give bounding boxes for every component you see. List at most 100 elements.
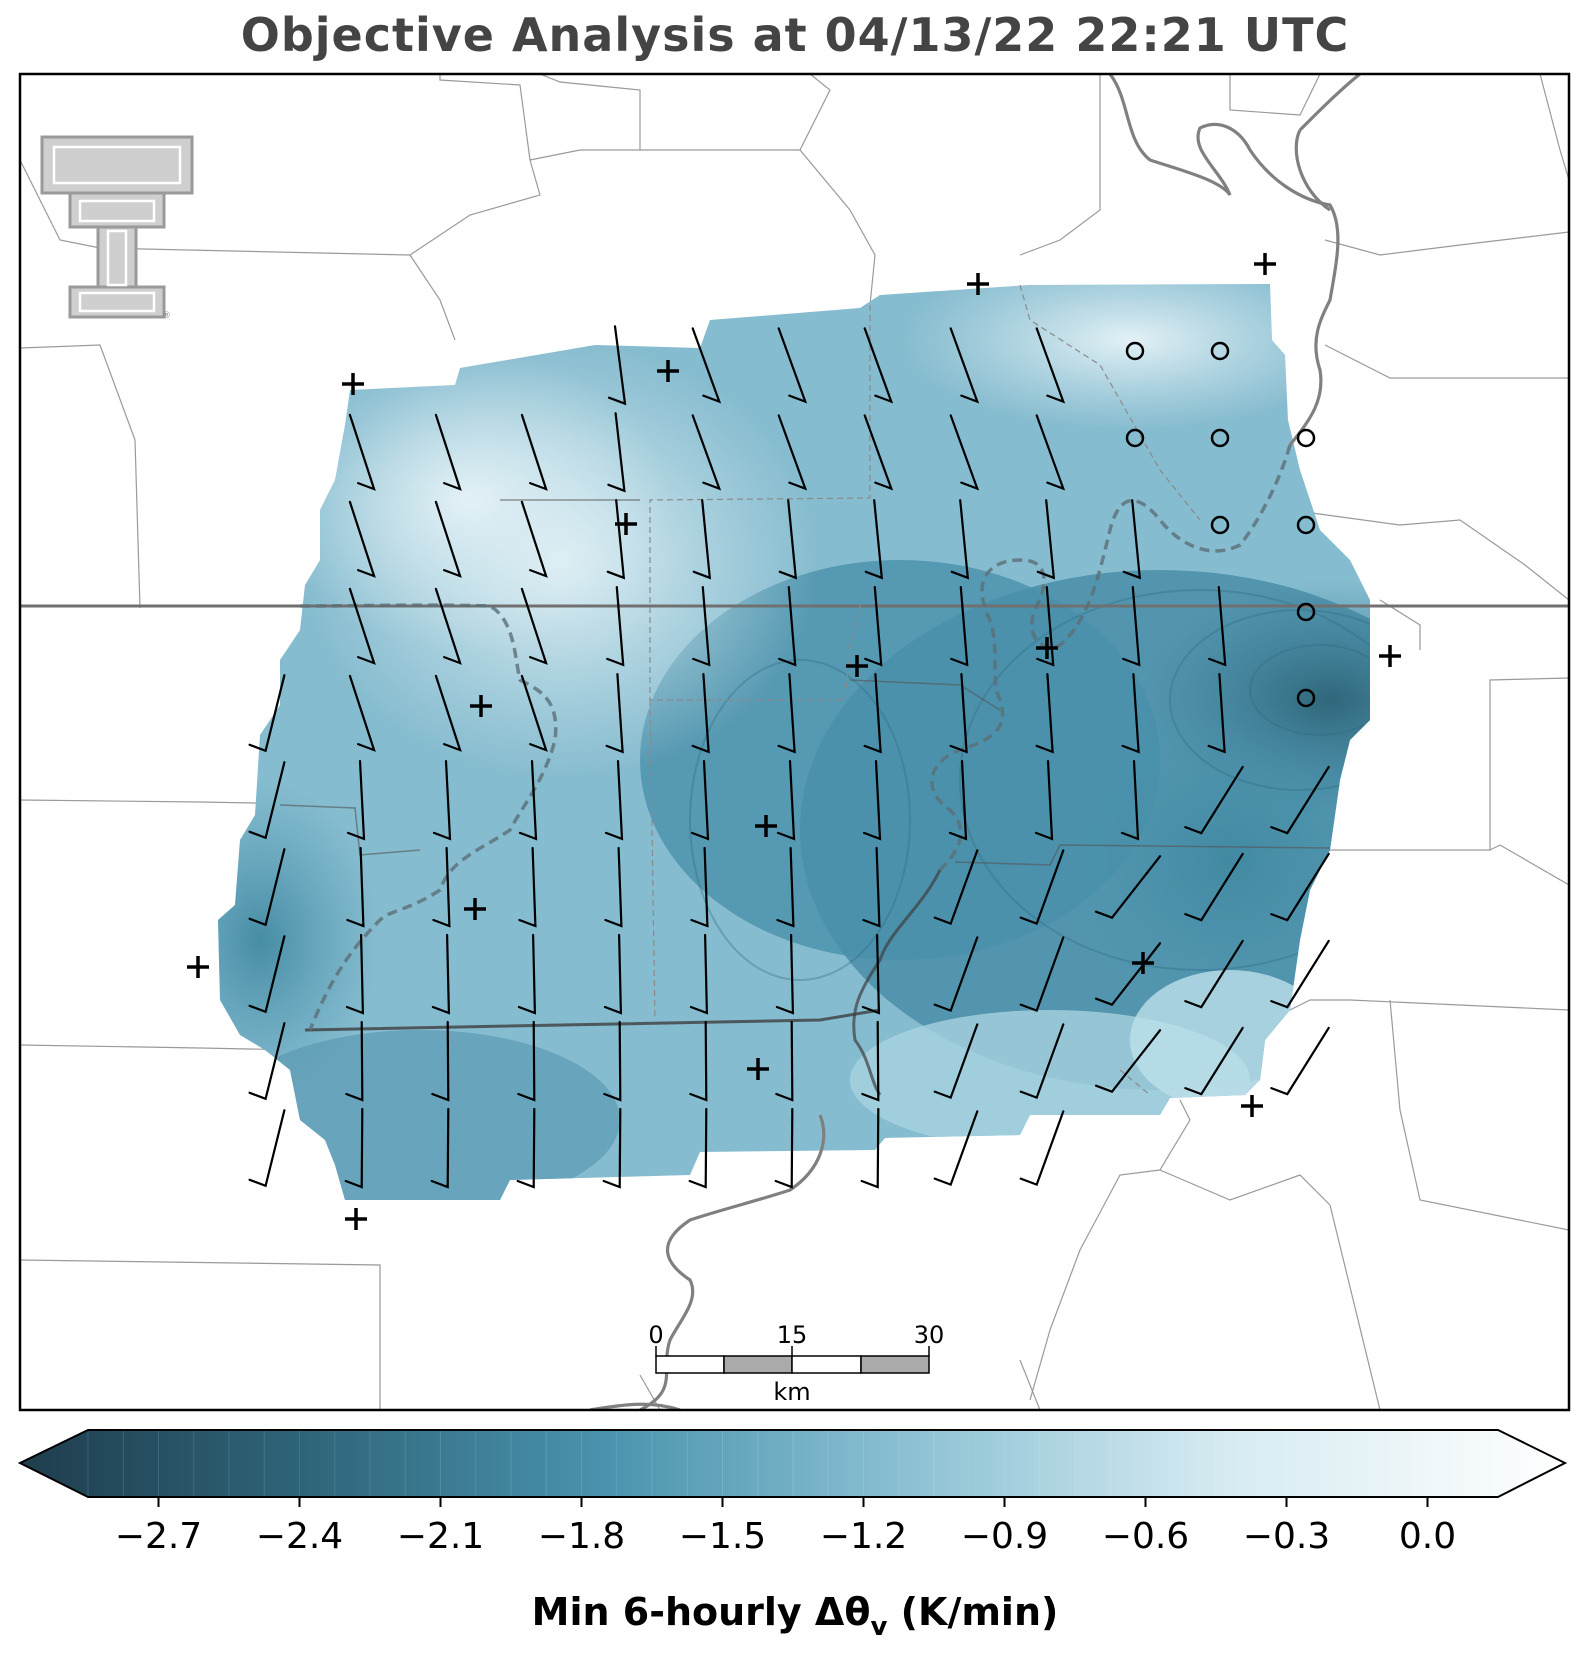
county-boundaries: [20, 74, 1569, 1410]
wind-barb: [1094, 855, 1162, 920]
wind-barb: [602, 1107, 622, 1189]
colorbar-tick-label: −2.7: [115, 1516, 202, 1557]
station-plus-marker: [615, 513, 637, 535]
wind-barb: [1270, 939, 1330, 1009]
wind-barb: [1122, 586, 1141, 667]
wind-barb: [1120, 760, 1140, 841]
calm-wind-circle: [1296, 428, 1316, 448]
calm-wind-circle: [1296, 515, 1316, 535]
wind-barb: [603, 933, 623, 1015]
wind-barb: [692, 499, 712, 580]
calm-wind-circle: [1210, 341, 1230, 361]
wind-barb: [1035, 327, 1066, 404]
calm-wind-circle: [1296, 602, 1316, 622]
wind-barb: [607, 325, 627, 406]
wind-barb: [606, 499, 626, 580]
wind-barb: [431, 933, 451, 1015]
wind-barb: [861, 1020, 880, 1102]
scale-unit: km: [773, 1378, 810, 1406]
wind-barb: [1036, 586, 1055, 667]
wind-barb: [778, 586, 797, 667]
wind-barb: [690, 760, 710, 841]
wind-barb: [607, 412, 626, 493]
wind-barb: [348, 587, 376, 665]
wind-barb: [864, 499, 884, 580]
wind-barb: [1208, 586, 1227, 667]
wind-barb: [606, 586, 625, 667]
wind-barb: [604, 760, 624, 841]
analysis-field: [218, 284, 1370, 1200]
calm-wind-circle: [1125, 341, 1145, 361]
wind-barb: [517, 1020, 536, 1102]
wind-barb: [776, 760, 796, 841]
wind-barb: [604, 846, 623, 928]
wind-barb: [345, 933, 365, 1015]
colorbar-tick-label: −2.4: [256, 1516, 343, 1557]
scale-label-30: 30: [914, 1321, 945, 1349]
wind-barb: [778, 499, 798, 580]
wind-barb: [346, 760, 366, 841]
calm-wind-circle: [1210, 515, 1230, 535]
wind-barb: [432, 846, 451, 928]
wind-barb: [948, 760, 968, 841]
wind-barb: [1121, 673, 1140, 754]
wind-barb: [248, 935, 286, 1014]
wind-barb: [689, 1020, 708, 1102]
station-plus-marker: [342, 373, 364, 395]
wind-barb: [688, 1107, 708, 1189]
wind-barb: [776, 846, 795, 928]
wind-barb: [691, 327, 722, 404]
station-plus-marker: [657, 360, 679, 382]
wind-barb: [777, 327, 808, 404]
scale-label-0: 0: [648, 1321, 663, 1349]
scale-label-15: 15: [777, 1321, 808, 1349]
wind-barb: [434, 500, 462, 578]
wind-barb: [933, 1023, 979, 1100]
station-plus-marker: [1132, 952, 1154, 974]
wind-barb: [1207, 673, 1226, 754]
wind-barb: [520, 500, 548, 578]
station-plus-marker: [345, 1208, 367, 1230]
wind-barb: [777, 414, 808, 491]
station-plus-markers: [187, 253, 1401, 1230]
wind-barb: [775, 933, 795, 1015]
wind-barb: [861, 933, 881, 1015]
wind-barb: [520, 674, 548, 752]
wind-barb: [1094, 1029, 1162, 1094]
rivers: [589, 74, 1361, 1410]
map-title: Objective Analysis at 04/13/22 22:21 UTC: [240, 8, 1350, 62]
wind-barb: [516, 1107, 536, 1189]
wind-barb: [248, 848, 286, 927]
colorbar-tick-label: −0.9: [961, 1516, 1048, 1557]
colorbar-tick-label: −0.6: [1102, 1516, 1189, 1557]
colorbar-tick-label: −1.2: [820, 1516, 907, 1557]
station-plus-marker: [846, 655, 868, 677]
wind-barb: [1184, 852, 1244, 922]
wind-barb: [691, 414, 722, 491]
wind-barb: [950, 499, 970, 580]
wind-barb: [774, 1107, 794, 1189]
station-plus-marker: [187, 956, 209, 978]
wind-barb: [1184, 939, 1244, 1009]
wind-barbs: [248, 325, 1330, 1189]
wind-barb: [863, 673, 882, 754]
wind-barb: [860, 1107, 880, 1189]
station-plus-marker: [1379, 645, 1401, 667]
wind-barb: [1035, 414, 1066, 491]
wind-barb: [1122, 499, 1142, 580]
wind-barb: [690, 846, 709, 928]
wind-barb: [517, 933, 537, 1015]
calm-wind-circles: [1125, 341, 1316, 708]
wind-barb: [933, 936, 979, 1013]
wind-barb: [933, 1110, 979, 1187]
wind-barb: [864, 586, 883, 667]
svg-text:®: ®: [162, 311, 171, 321]
station-plus-marker: [967, 273, 989, 295]
wind-barb: [248, 674, 286, 753]
wind-barb: [1019, 1023, 1065, 1100]
station-plus-marker: [1241, 1095, 1263, 1117]
colorbar-tick-label: −0.3: [1243, 1516, 1330, 1557]
wind-barb: [348, 413, 376, 491]
wind-barb: [692, 586, 711, 667]
wind-barb: [434, 587, 462, 665]
